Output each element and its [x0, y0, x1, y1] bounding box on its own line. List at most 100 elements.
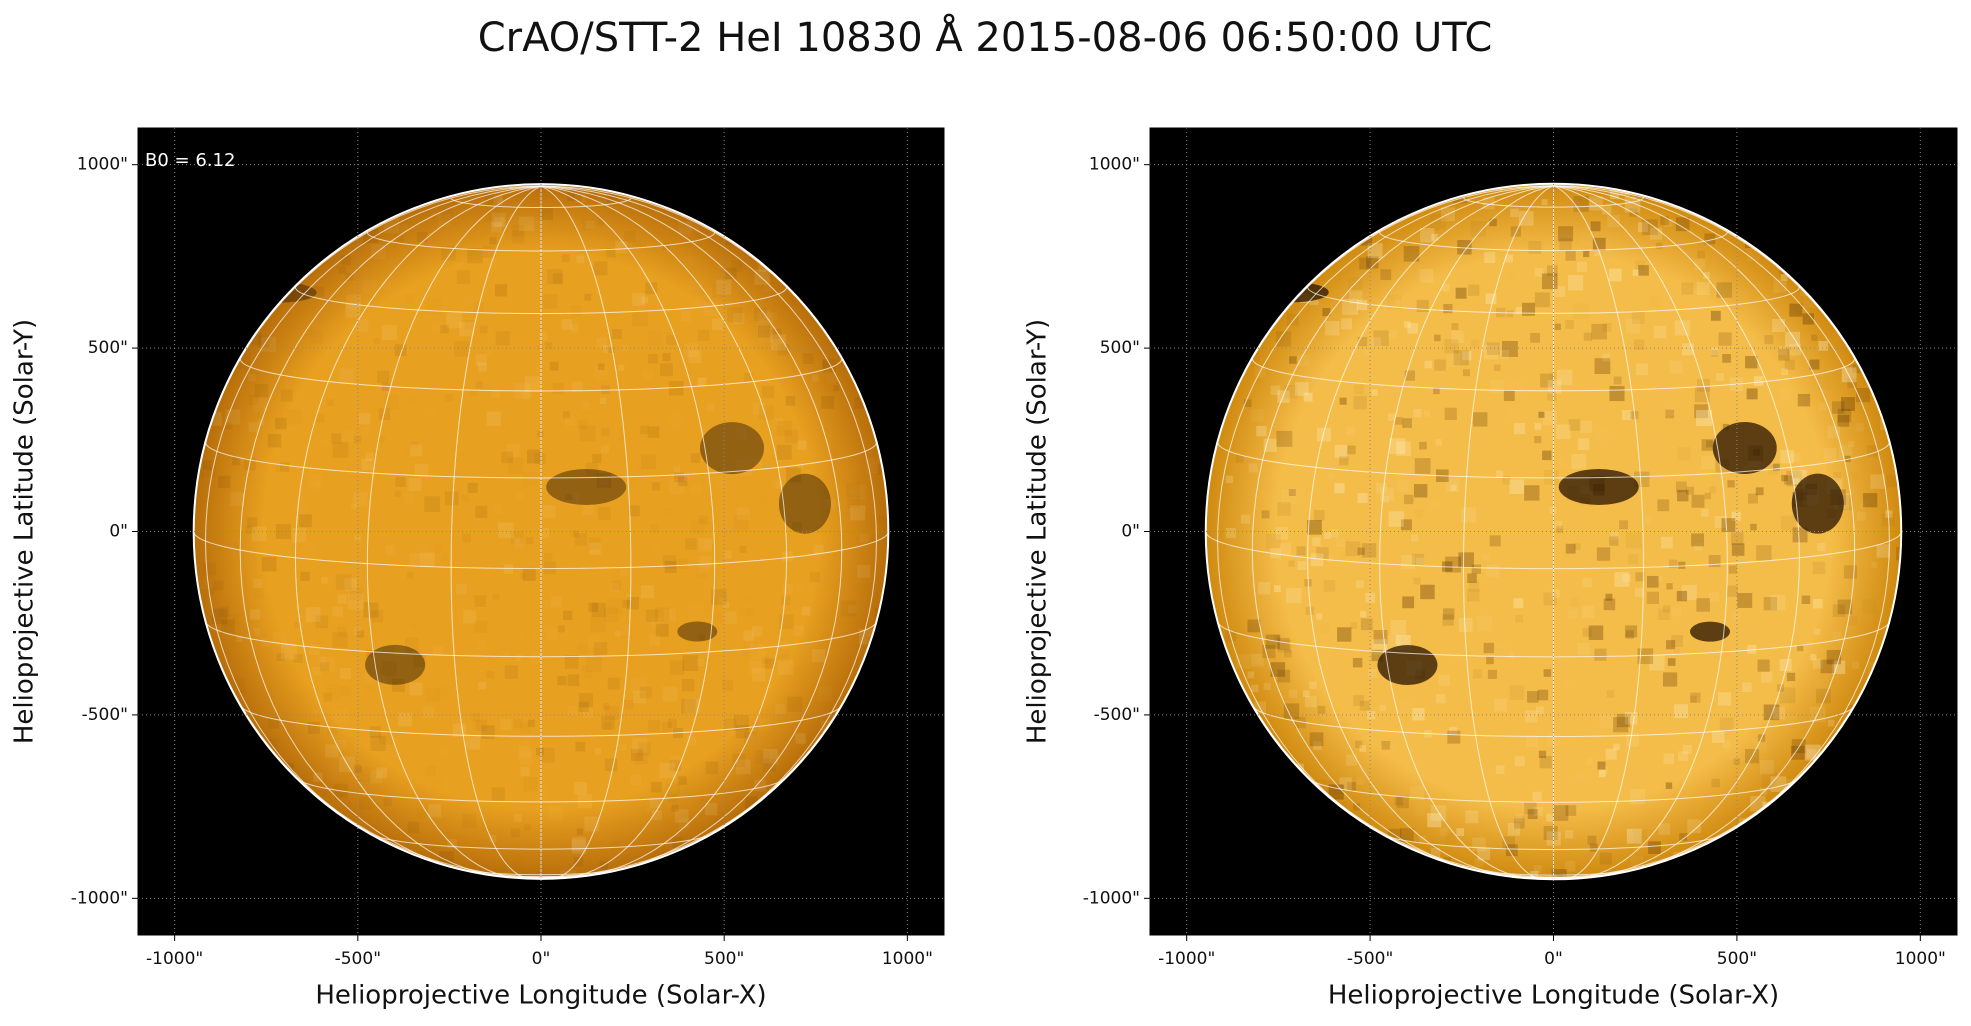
texture-cell [1334, 444, 1348, 458]
texture-cell [1345, 754, 1357, 766]
texture-cell [544, 553, 553, 562]
texture-cell [338, 368, 354, 384]
texture-cell [1585, 684, 1596, 695]
texture-cell [345, 302, 360, 318]
texture-cell [797, 463, 805, 470]
texture-cell [576, 255, 585, 264]
texture-cell [763, 759, 776, 772]
texture-cell [1559, 238, 1572, 251]
texture-cell [722, 679, 734, 691]
texture-cell [1382, 496, 1390, 504]
texture-cell [621, 625, 632, 637]
texture-cell [1494, 698, 1508, 712]
texture-cell [383, 797, 392, 807]
texture-cell [303, 597, 314, 608]
texture-cell [546, 629, 557, 640]
texture-cell [1731, 511, 1741, 522]
texture-cell [797, 440, 807, 450]
texture-cell [1420, 227, 1435, 243]
texture-cell [232, 457, 241, 466]
texture-cell [1542, 411, 1558, 426]
texture-cell [582, 504, 594, 516]
texture-cell [1442, 283, 1450, 292]
texture-cell [276, 653, 285, 662]
texture-cell [1447, 730, 1461, 744]
texture-cell [1302, 690, 1310, 698]
texture-cell [648, 331, 662, 345]
texture-cell [1256, 425, 1267, 437]
texture-cell [1763, 704, 1780, 721]
texture-cell [1248, 463, 1258, 473]
texture-cell [565, 416, 576, 426]
texture-cell [447, 838, 457, 849]
texture-cell [664, 561, 677, 573]
texture-cell [1855, 423, 1864, 432]
texture-cell [1657, 499, 1670, 512]
texture-cell [1710, 310, 1721, 321]
texture-cell [1862, 599, 1877, 614]
texture-cell [1832, 631, 1842, 641]
texture-cell [696, 567, 708, 579]
texture-cell [792, 522, 803, 532]
texture-cell [354, 745, 361, 752]
texture-cell [599, 397, 607, 405]
texture-cell [651, 618, 661, 628]
texture-cell [1373, 514, 1382, 523]
texture-cell [1443, 303, 1453, 314]
texture-cell [1801, 595, 1811, 605]
texture-cell [503, 564, 514, 574]
heliographic-grid [1307, 286, 1800, 314]
texture-cell [584, 670, 592, 678]
texture-cell [1682, 744, 1692, 755]
texture-cell [1602, 205, 1612, 215]
texture-cell [1674, 704, 1688, 719]
texture-cell [1339, 455, 1349, 466]
texture-cell [1375, 482, 1387, 494]
texture-cell [1474, 858, 1484, 868]
texture-cell [1317, 705, 1326, 714]
texture-cell [1485, 293, 1497, 305]
texture-cell [1501, 341, 1518, 357]
texture-cell [469, 388, 477, 396]
texture-cell [1503, 390, 1515, 401]
texture-cell [477, 640, 487, 650]
texture-cell [359, 796, 372, 810]
texture-cell [571, 836, 587, 852]
texture-cell [1655, 242, 1663, 250]
texture-cell [1663, 672, 1678, 687]
texture-cell [348, 710, 363, 725]
texture-cell [1345, 541, 1361, 557]
texture-cell [1768, 505, 1774, 511]
texture-cell [1538, 411, 1545, 418]
x-tick-label: 500" [1717, 949, 1757, 969]
texture-cell [574, 782, 587, 795]
texture-cell [697, 377, 706, 387]
texture-cell [1761, 671, 1773, 683]
texture-cell [1542, 450, 1552, 461]
texture-cell [308, 473, 322, 487]
texture-cell [523, 734, 534, 745]
texture-cell [746, 734, 757, 745]
texture-cell [1718, 332, 1732, 346]
texture-cell [1365, 592, 1376, 603]
texture-cell [362, 280, 377, 295]
texture-cell [494, 505, 503, 514]
texture-cell [662, 353, 671, 362]
dark-feature [700, 422, 765, 475]
texture-cell [594, 642, 608, 656]
texture-cell [1598, 770, 1606, 778]
texture-cell [1505, 271, 1515, 281]
texture-cell [1372, 337, 1382, 347]
texture-cell [1625, 318, 1641, 334]
texture-cell [1700, 455, 1715, 470]
texture-cell [1404, 494, 1414, 505]
texture-cell [1546, 265, 1558, 277]
texture-cell [661, 818, 669, 826]
texture-cell [1525, 672, 1537, 684]
texture-cell [467, 482, 478, 493]
texture-cell [1430, 805, 1447, 821]
texture-cell [1812, 561, 1826, 574]
texture-cell [275, 524, 291, 539]
texture-cell [1813, 658, 1824, 669]
